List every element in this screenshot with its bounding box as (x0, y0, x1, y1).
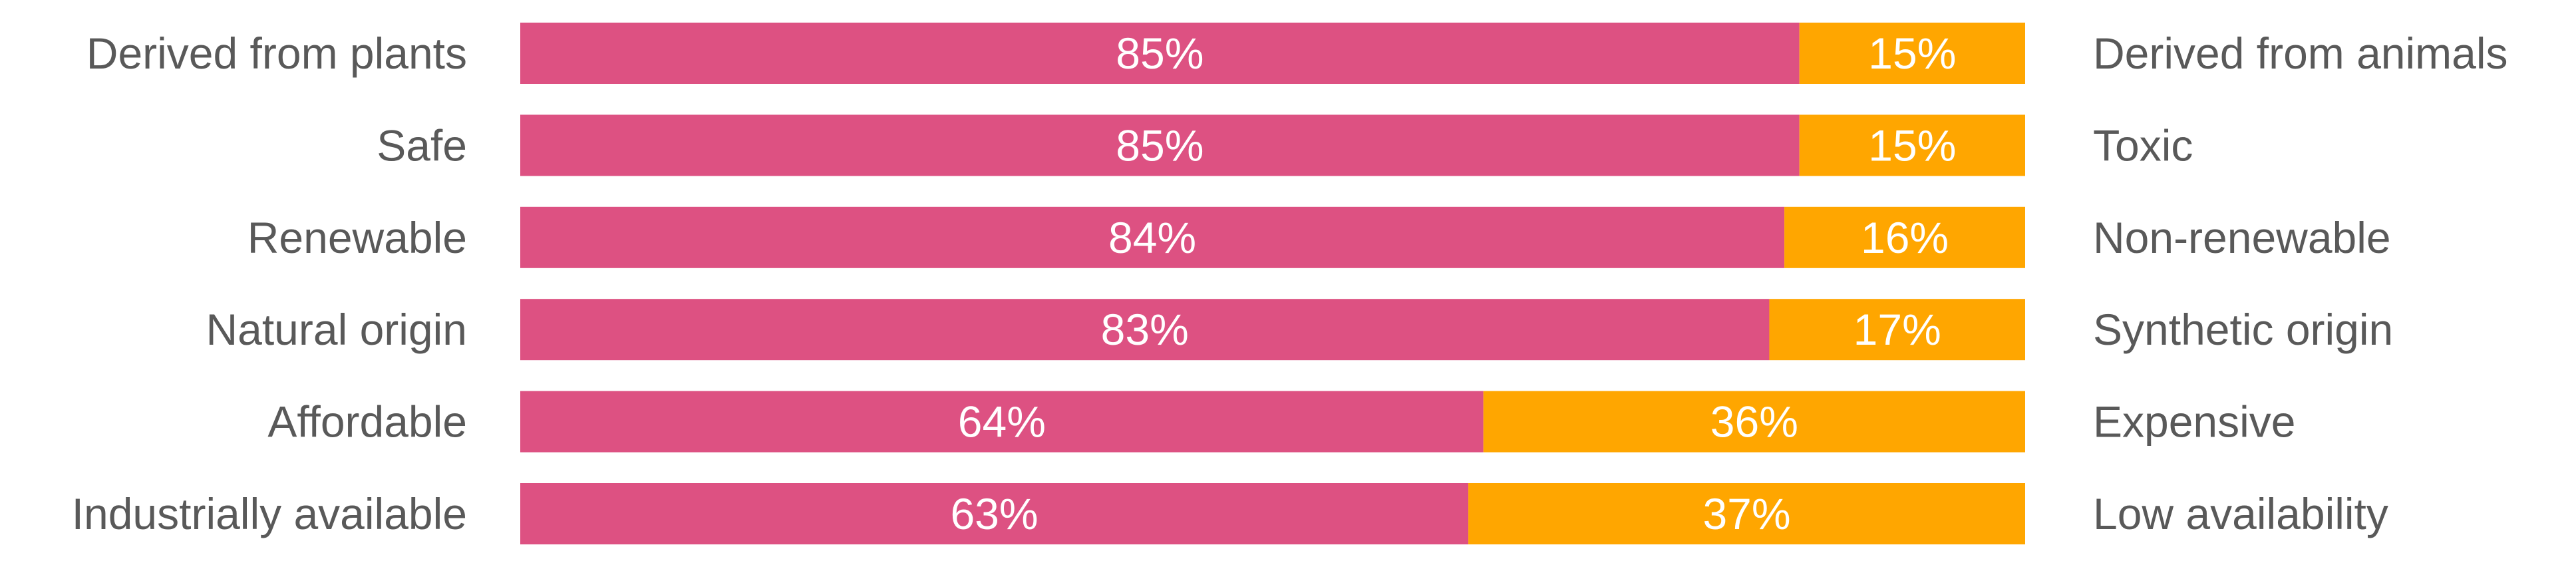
category-label-left: Industrially available (72, 489, 467, 538)
category-label-right: Toxic (2093, 120, 2193, 170)
data-label-right: 36% (1710, 397, 1798, 447)
category-label-left: Affordable (267, 397, 467, 447)
category-label-left: Safe (377, 120, 467, 170)
data-label-right: 16% (1861, 213, 1949, 262)
category-label-left: Derived from plants (86, 29, 467, 78)
category-label-left: Renewable (247, 213, 467, 262)
category-label-right: Non-renewable (2093, 213, 2391, 262)
category-label-right: Synthetic origin (2093, 305, 2393, 354)
category-label-left: Natural origin (206, 305, 467, 354)
category-label-right: Low availability (2093, 489, 2388, 538)
data-label-right: 15% (1868, 29, 1956, 78)
category-label-right: Expensive (2093, 397, 2296, 447)
data-label-right: 17% (1853, 305, 1941, 354)
data-label-left: 64% (958, 397, 1046, 447)
data-label-right: 15% (1868, 120, 1956, 170)
data-label-left: 85% (1116, 29, 1204, 78)
data-label-right: 37% (1702, 489, 1790, 538)
data-label-left: 63% (950, 489, 1038, 538)
data-label-left: 83% (1101, 305, 1189, 354)
data-label-left: 85% (1116, 120, 1204, 170)
data-label-left: 84% (1108, 213, 1196, 262)
category-label-right: Derived from animals (2093, 29, 2508, 78)
